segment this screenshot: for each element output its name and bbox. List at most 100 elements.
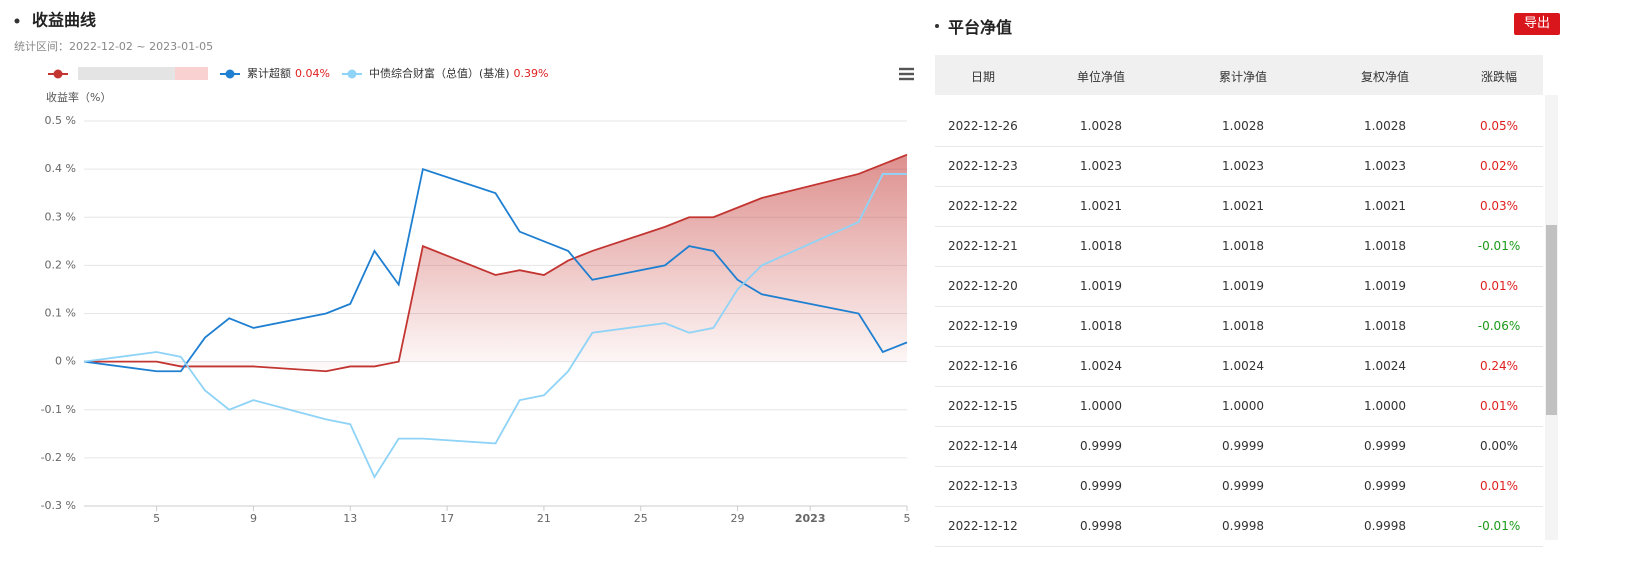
table-title: 平台净值 xyxy=(948,18,1013,37)
x-tick-label: 13 xyxy=(343,512,357,525)
table-cell: 1.0018 xyxy=(1222,239,1264,253)
table-cell: 1.0024 xyxy=(1364,359,1406,373)
table-cell: 1.0024 xyxy=(1080,359,1122,373)
table-cell: 1.0028 xyxy=(1080,119,1122,133)
x-tick-label: 5 xyxy=(153,512,160,525)
area xyxy=(84,154,907,372)
table-row: 2022-12-21 1.0018 1.0018 1.0018 -0.01% xyxy=(935,226,1543,267)
bullet xyxy=(14,18,20,24)
table-cell: 0.9999 xyxy=(1364,479,1406,493)
legend-symbol xyxy=(347,69,357,79)
menu-icon[interactable] xyxy=(899,67,914,81)
table-cell: 2022-12-23 xyxy=(948,159,1018,173)
table-cell: 1.0023 xyxy=(1364,159,1406,173)
legend-value: 0.39% xyxy=(514,67,549,80)
x-tick-label: 21 xyxy=(537,512,551,525)
table-cell: 1.0019 xyxy=(1364,279,1406,293)
table-cell: 0.9998 xyxy=(1080,519,1122,533)
table-header-cell: 日期 xyxy=(970,70,996,84)
export-button[interactable]: 导出 xyxy=(1514,13,1560,35)
legend-value: 0.04% xyxy=(295,67,330,80)
table-cell: 1.0019 xyxy=(1222,279,1264,293)
table-cell: 0.05% xyxy=(1479,119,1519,133)
table-cell: 1.0000 xyxy=(1080,399,1122,413)
table-cell: 2022-12-20 xyxy=(948,279,1018,293)
table-cell: 2022-12-16 xyxy=(948,359,1018,373)
scrollbar-thumb[interactable] xyxy=(1546,225,1557,415)
table-row: 2022-12-14 0.9999 0.9999 0.9999 0.00% xyxy=(935,426,1543,467)
table-row: 2022-12-23 1.0023 1.0023 1.0023 0.02% xyxy=(935,146,1543,187)
table-cell: 0.9998 xyxy=(1364,519,1406,533)
table-cell: 0.03% xyxy=(1479,199,1519,213)
x-tick-label: 9 xyxy=(250,512,257,525)
y-tick-label: 0.5 % xyxy=(45,114,76,127)
table-row: 2022-12-15 1.0000 1.0000 1.0000 0.01% xyxy=(935,386,1543,427)
table-cell: 1.0024 xyxy=(1222,359,1264,373)
table-row: 2022-12-19 1.0018 1.0018 1.0018 -0.06% xyxy=(935,306,1543,347)
table-cell: 1.0028 xyxy=(1222,119,1264,133)
line xyxy=(83,167,908,373)
table-cell: 1.0018 xyxy=(1364,239,1406,253)
table-cell: 1.0021 xyxy=(1080,199,1122,213)
table-cell: 2022-12-13 xyxy=(948,479,1018,493)
x-tick-label: 2023 xyxy=(795,512,826,525)
table-header-cell: 累计净值 xyxy=(1218,70,1268,84)
table-cell: 1.0018 xyxy=(1080,239,1122,253)
table-cell: 1.0021 xyxy=(1222,199,1264,213)
x-tick-label: 5 xyxy=(904,512,911,525)
table-cell: 1.0028 xyxy=(1364,119,1406,133)
bullet xyxy=(935,24,939,28)
table-cell: 2022-12-22 xyxy=(948,199,1018,213)
table-cell: 0.01% xyxy=(1479,279,1519,293)
x-tick-label: 17 xyxy=(440,512,454,525)
table-cell: 0.00% xyxy=(1479,439,1519,453)
x-tick-label: 25 xyxy=(634,512,648,525)
legend-label: 中债综合财富（总值）(基准) xyxy=(369,66,510,80)
table-header-cell: 单位净值 xyxy=(1076,70,1126,84)
line xyxy=(83,173,907,480)
table-cell: 1.0000 xyxy=(1364,399,1406,413)
table-cell: 0.9999 xyxy=(1080,439,1122,453)
table-cell: 2022-12-21 xyxy=(948,239,1018,253)
table-cell: 1.0018 xyxy=(1222,319,1264,333)
table-cell: 0.9999 xyxy=(1222,479,1264,493)
y-tick-label: 0.4 % xyxy=(45,162,76,175)
table-cell: 2022-12-19 xyxy=(948,319,1018,333)
table-cell: 0.9999 xyxy=(1080,479,1122,493)
y-axis-title: 收益率（%） xyxy=(46,90,111,104)
x-tick-label: 29 xyxy=(731,512,745,525)
table-cell: 2022-12-14 xyxy=(948,439,1018,453)
blurred-legend-value xyxy=(175,67,208,80)
table-cell: 1.0018 xyxy=(1364,319,1406,333)
y-tick-label: 0.1 % xyxy=(45,307,76,320)
table-cell: 2022-12-15 xyxy=(948,399,1018,413)
table-row: 2022-12-22 1.0021 1.0021 1.0021 0.03% xyxy=(935,186,1543,227)
table-cell: 0.24% xyxy=(1479,359,1519,373)
table-row: 2022-12-26 1.0028 1.0028 1.0028 0.05% xyxy=(935,106,1543,147)
table-cell: 1.0023 xyxy=(1222,159,1264,173)
y-tick-label: -0.1 % xyxy=(41,403,76,416)
legend-symbol xyxy=(225,69,235,79)
legend-label: 累计超额 xyxy=(247,66,291,80)
table-cell: 1.0000 xyxy=(1222,399,1264,413)
table-cell: -0.01% xyxy=(1477,519,1521,533)
legend-symbol xyxy=(53,69,63,79)
table-cell: 0.9999 xyxy=(1364,439,1406,453)
y-tick-label: 0 % xyxy=(55,355,76,368)
line xyxy=(84,153,908,373)
table-cell: 0.01% xyxy=(1479,399,1519,413)
table-header-cell: 复权净值 xyxy=(1360,70,1410,84)
table-row: 2022-12-16 1.0024 1.0024 1.0024 0.24% xyxy=(935,346,1543,387)
chart-title: 收益曲线 xyxy=(32,11,96,30)
table-cell: 0.02% xyxy=(1479,159,1519,173)
table-row: 2022-12-13 0.9999 0.9999 0.9999 0.01% xyxy=(935,466,1543,507)
table-cell: 0.01% xyxy=(1479,479,1519,493)
y-tick-label: 0.3 % xyxy=(45,210,76,223)
chart-subtitle: 统计区间：2022-12-02 ~ 2023-01-05 xyxy=(14,40,213,53)
table-cell: 0.9998 xyxy=(1222,519,1264,533)
table-row: 2022-12-12 0.9998 0.9998 0.9998 -0.01% xyxy=(935,506,1543,547)
y-tick-label: -0.3 % xyxy=(41,499,76,512)
table-row: 2022-12-20 1.0019 1.0019 1.0019 0.01% xyxy=(935,266,1543,307)
table-header-cell: 涨跌幅 xyxy=(1480,70,1518,84)
